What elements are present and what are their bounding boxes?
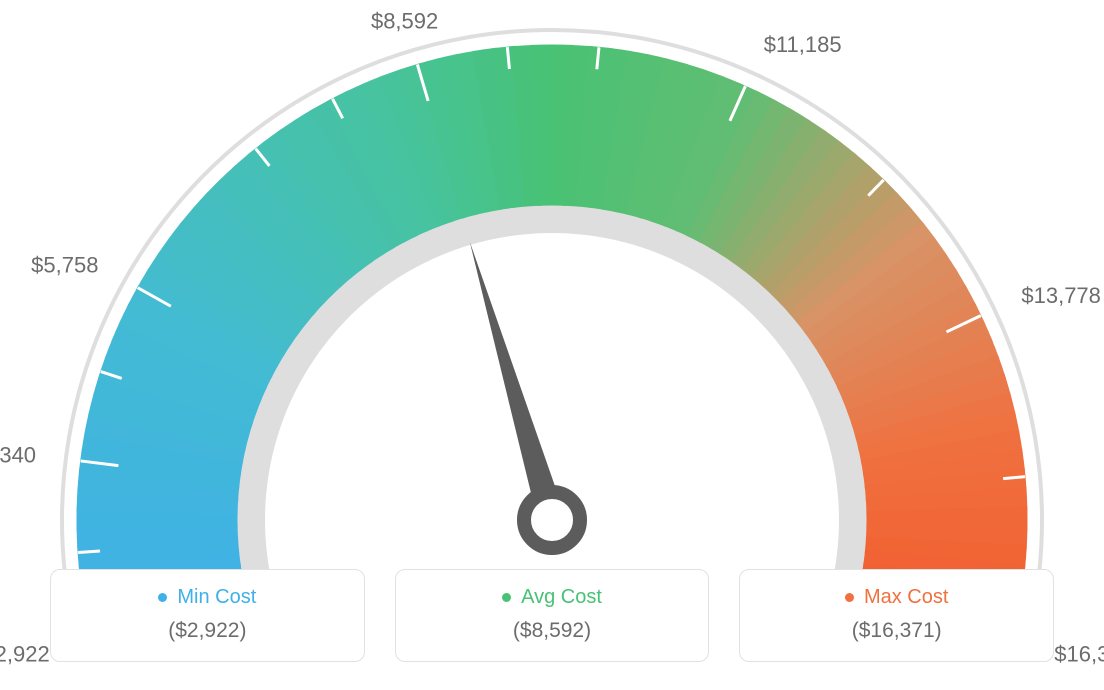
gauge-tick bbox=[507, 47, 509, 69]
min-cost-title: Min Cost bbox=[177, 586, 256, 609]
avg-cost-value: ($8,592) bbox=[406, 619, 699, 643]
gauge-cost-widget: $2,922$4,340$5,758$8,592$11,185$13,778$1… bbox=[0, 0, 1104, 690]
min-cost-value: ($2,922) bbox=[61, 619, 354, 643]
max-cost-card: Max Cost ($16,371) bbox=[739, 569, 1054, 662]
gauge-tick-label: $4,340 bbox=[0, 442, 36, 467]
gauge-tick-label: $11,185 bbox=[764, 32, 842, 57]
gauge-tick bbox=[78, 551, 100, 553]
max-cost-dot bbox=[845, 593, 854, 602]
gauge-needle bbox=[470, 242, 580, 548]
avg-cost-title: Avg Cost bbox=[521, 586, 602, 609]
needle-pointer bbox=[470, 242, 566, 524]
avg-cost-dot bbox=[502, 593, 511, 602]
avg-cost-card: Avg Cost ($8,592) bbox=[395, 569, 710, 662]
gauge-tick-label: $8,592 bbox=[371, 8, 438, 33]
min-cost-dot bbox=[158, 593, 167, 602]
max-cost-value: ($16,371) bbox=[750, 619, 1043, 643]
summary-cards: Min Cost ($2,922) Avg Cost ($8,592) Max … bbox=[0, 569, 1104, 662]
gauge-tick bbox=[1003, 477, 1025, 479]
min-cost-card: Min Cost ($2,922) bbox=[50, 569, 365, 662]
needle-hub bbox=[524, 492, 580, 548]
gauge-tick-label: $13,778 bbox=[1021, 283, 1101, 308]
max-cost-title: Max Cost bbox=[864, 586, 948, 609]
gauge-tick-label: $5,758 bbox=[31, 253, 98, 278]
